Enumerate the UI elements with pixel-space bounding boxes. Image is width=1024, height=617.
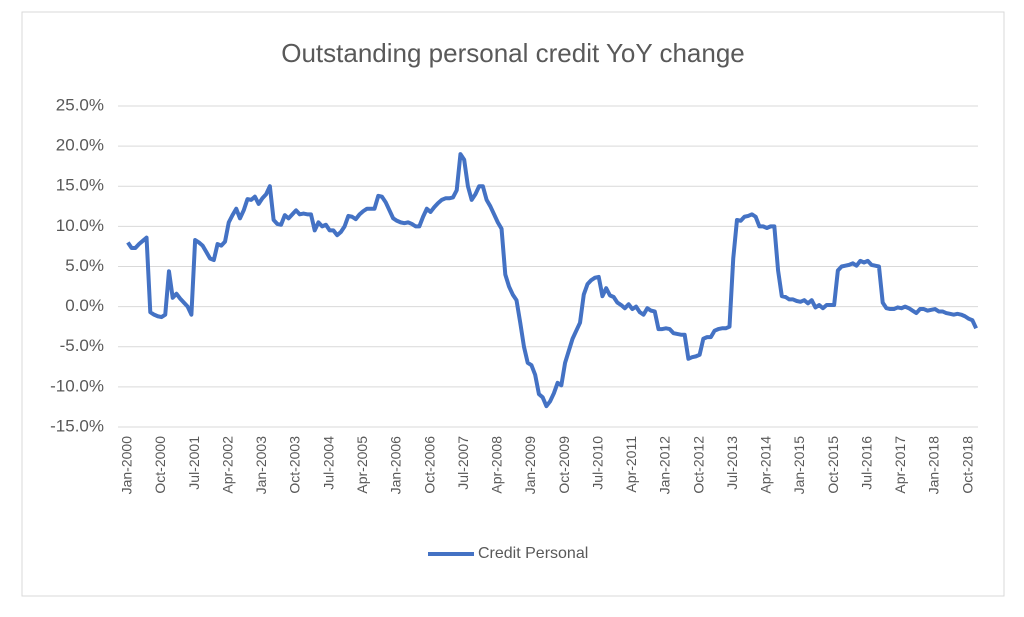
x-tick-label: Oct-2000 [152, 436, 168, 494]
x-tick-label: Oct-2018 [959, 436, 975, 494]
x-tick-label: Oct-2006 [421, 436, 437, 494]
x-tick-label: Oct-2009 [556, 436, 572, 494]
x-tick-label: Apr-2008 [489, 436, 505, 494]
x-tick-label: Jan-2015 [791, 436, 807, 495]
x-tick-label: Jan-2000 [119, 436, 135, 495]
x-tick-label: Apr-2011 [623, 436, 639, 493]
x-tick-label: Jul-2013 [724, 436, 740, 490]
y-tick-label: -10.0% [50, 376, 104, 395]
x-tick-label: Apr-2014 [758, 436, 774, 494]
y-tick-label: 15.0% [56, 176, 104, 195]
chart-border [21, 11, 1005, 597]
x-tick-label: Jan-2003 [253, 436, 269, 495]
y-tick-label: 20.0% [56, 136, 104, 155]
x-tick-label: Apr-2002 [219, 436, 235, 494]
x-tick-label: Jul-2004 [320, 436, 336, 490]
x-tick-label: Jul-2001 [186, 436, 202, 490]
y-tick-label: 5.0% [65, 256, 104, 275]
legend-label: Credit Personal [478, 545, 588, 562]
y-tick-label: -15.0% [50, 416, 104, 435]
y-tick-label: 10.0% [56, 216, 104, 235]
x-tick-label: Oct-2012 [690, 436, 706, 494]
x-tick-label: Jan-2018 [926, 436, 942, 495]
x-tick-label: Jul-2016 [858, 436, 874, 490]
x-tick-label: Jan-2006 [388, 436, 404, 495]
y-tick-label: -5.0% [60, 336, 104, 355]
x-tick-label: Jul-2010 [589, 436, 605, 490]
y-tick-label: 25.0% [56, 95, 104, 114]
y-tick-label: 0.0% [65, 296, 104, 315]
x-tick-label: Oct-2003 [287, 436, 303, 494]
x-tick-label: Apr-2017 [892, 436, 908, 494]
chart-title: Outstanding personal credit YoY change [281, 38, 745, 68]
x-tick-label: Oct-2015 [825, 436, 841, 494]
x-tick-label: Jan-2012 [657, 436, 673, 495]
x-tick-label: Jan-2009 [522, 436, 538, 495]
data-line [126, 152, 978, 409]
x-tick-label: Apr-2005 [354, 436, 370, 494]
x-tick-label: Jul-2007 [455, 436, 471, 490]
